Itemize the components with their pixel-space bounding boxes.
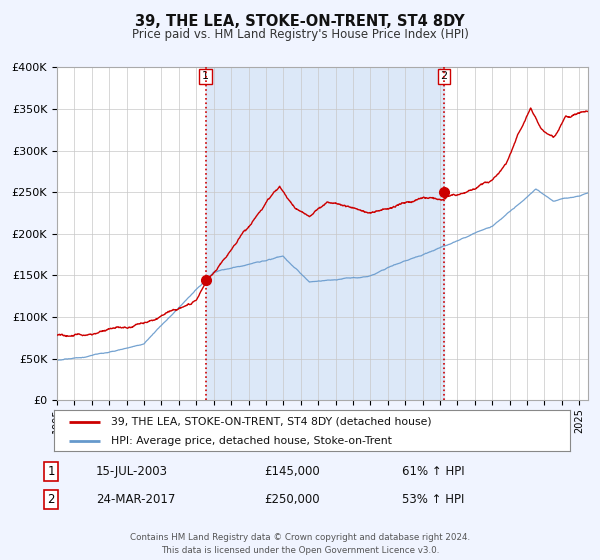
Text: This data is licensed under the Open Government Licence v3.0.: This data is licensed under the Open Gov… (161, 546, 439, 555)
Text: 1: 1 (47, 465, 55, 478)
Bar (206, 67, 444, 400)
Text: 2: 2 (47, 493, 55, 506)
Text: 15-JUL-2003: 15-JUL-2003 (96, 465, 168, 478)
Text: £145,000: £145,000 (264, 465, 320, 478)
Text: Contains HM Land Registry data © Crown copyright and database right 2024.: Contains HM Land Registry data © Crown c… (130, 533, 470, 542)
Text: 1: 1 (202, 71, 209, 81)
Text: 39, THE LEA, STOKE-ON-TRENT, ST4 8DY (detached house): 39, THE LEA, STOKE-ON-TRENT, ST4 8DY (de… (111, 417, 431, 427)
Text: 24-MAR-2017: 24-MAR-2017 (96, 493, 175, 506)
Text: HPI: Average price, detached house, Stoke-on-Trent: HPI: Average price, detached house, Stok… (111, 436, 392, 446)
Text: 61% ↑ HPI: 61% ↑ HPI (402, 465, 464, 478)
Text: Price paid vs. HM Land Registry's House Price Index (HPI): Price paid vs. HM Land Registry's House … (131, 28, 469, 41)
Text: 39, THE LEA, STOKE-ON-TRENT, ST4 8DY: 39, THE LEA, STOKE-ON-TRENT, ST4 8DY (135, 14, 465, 29)
Text: 2: 2 (440, 71, 448, 81)
Text: 53% ↑ HPI: 53% ↑ HPI (402, 493, 464, 506)
Text: £250,000: £250,000 (264, 493, 320, 506)
